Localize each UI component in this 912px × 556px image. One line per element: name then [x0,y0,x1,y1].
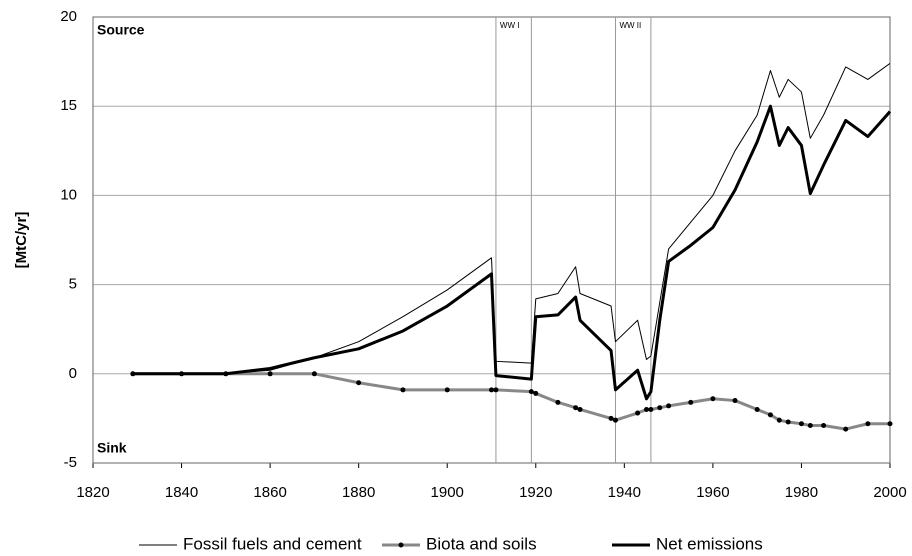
annotation: Source [97,22,145,38]
series-line [132,62,891,375]
y-tick-label: -5 [64,454,77,471]
y-tick-label: 0 [69,365,77,382]
plot-frame [92,16,891,464]
series-marker [533,390,539,396]
x-tick-label: 1960 [696,484,729,501]
x-tick-label: 1920 [519,484,552,501]
x-tick-label: 1900 [431,484,464,501]
y-tick-label: 10 [60,186,77,203]
series-marker [573,405,579,411]
series-marker [643,406,649,412]
series-marker [688,399,694,405]
series-line [132,104,892,401]
series-marker [608,415,614,421]
period-label: WW I [500,21,520,30]
legend-label: Fossil fuels and cement [183,534,362,553]
series-marker [666,403,672,409]
x-tick-label: 1860 [253,484,286,501]
series-marker [798,421,804,427]
series-marker [489,387,494,393]
series-marker [754,406,760,412]
y-tick-label: 20 [60,8,77,25]
series-marker [311,371,317,377]
series-marker [843,426,849,432]
legend-label: Net emissions [656,534,763,553]
y-axis-label: [MtC/yr] [13,212,30,269]
x-tick-label: 2000 [873,484,906,501]
period-label: WW II [619,21,641,30]
series-marker [776,417,782,423]
x-tick-label: 1820 [76,484,109,501]
series-marker [528,389,534,395]
series-marker [767,412,773,418]
series-marker [785,419,791,425]
series-marker [710,396,716,402]
series-marker [612,417,618,423]
series-marker [267,371,273,377]
series-marker [493,387,499,393]
series-marker [657,405,663,411]
x-tick-label: 1880 [342,484,375,501]
series-marker [400,387,406,393]
series-marker [635,410,641,416]
series-marker [648,406,654,412]
series-marker [732,398,738,404]
x-tick-label: 1840 [165,484,198,501]
series-marker [887,421,893,427]
legend-marker [398,542,404,548]
series-marker [356,380,362,386]
annotation: Sink [97,440,127,456]
series-marker [865,421,871,427]
series-marker [807,423,813,429]
series-marker [555,399,561,405]
series-line [132,372,890,431]
x-tick-label: 1940 [608,484,641,501]
series-marker [821,423,827,429]
series-marker [444,387,450,393]
y-tick-label: 15 [60,97,77,114]
legend-label: Biota and soils [426,534,537,553]
series-marker [577,406,583,412]
x-tick-label: 1980 [785,484,818,501]
y-tick-label: 5 [69,276,77,293]
